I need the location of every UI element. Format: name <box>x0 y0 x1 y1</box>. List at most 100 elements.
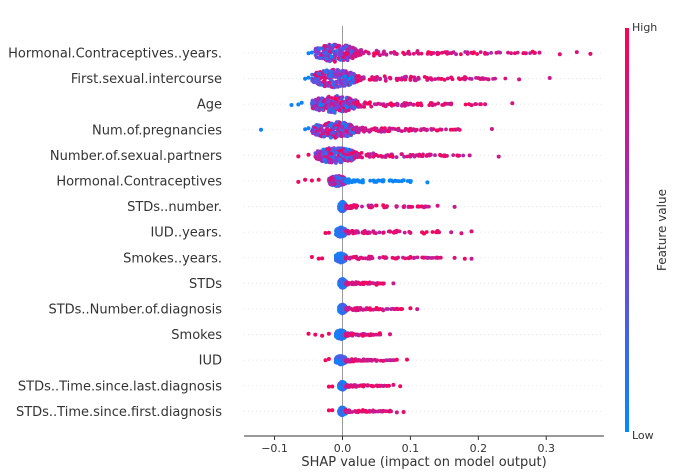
data-point <box>381 308 386 313</box>
data-point <box>378 102 383 106</box>
data-point <box>394 306 399 311</box>
data-point <box>394 52 399 56</box>
data-point <box>335 355 340 360</box>
data-point <box>428 76 433 81</box>
data-point <box>338 382 342 387</box>
feature-label: IUD..years. <box>150 226 222 241</box>
data-point <box>377 255 382 260</box>
data-point <box>345 79 349 84</box>
colorbar-high-label: High <box>632 21 657 34</box>
data-point <box>329 54 334 59</box>
data-point <box>588 51 593 56</box>
data-point <box>322 45 327 49</box>
data-point <box>420 153 425 158</box>
data-point <box>402 154 406 159</box>
data-point <box>312 101 317 105</box>
data-point <box>342 380 346 385</box>
data-point <box>395 103 400 108</box>
data-point <box>349 383 353 387</box>
feature-labels: Hormonal.Contraceptives..years. First.sex… <box>8 47 222 420</box>
data-point <box>372 102 377 106</box>
data-point <box>315 132 320 137</box>
x-tick-label: 0.0 <box>334 442 352 455</box>
data-point <box>339 160 344 164</box>
data-point <box>480 76 485 81</box>
data-point <box>422 231 426 236</box>
data-point <box>378 53 382 58</box>
data-point <box>329 96 334 100</box>
data-point <box>320 71 325 76</box>
data-point <box>452 127 457 132</box>
data-point <box>381 255 386 260</box>
data-point <box>401 255 405 260</box>
data-point <box>506 50 510 55</box>
data-point <box>326 104 330 109</box>
data-point <box>435 52 440 57</box>
data-point <box>306 126 311 131</box>
data-point <box>322 50 327 55</box>
data-point <box>329 69 333 74</box>
data-point <box>469 256 474 261</box>
data-point <box>403 126 408 131</box>
data-point <box>354 152 358 157</box>
data-point <box>328 179 333 183</box>
data-point <box>342 83 347 88</box>
data-point <box>394 357 399 362</box>
data-point <box>408 204 413 209</box>
data-point <box>339 207 344 212</box>
data-point <box>341 182 346 187</box>
data-point <box>323 129 328 134</box>
data-point <box>341 179 345 183</box>
data-point <box>346 55 350 60</box>
data-point <box>356 78 361 83</box>
feature-label: Number.of.sexual.partners <box>50 149 222 164</box>
data-point <box>442 154 447 159</box>
data-point <box>360 384 365 388</box>
data-point <box>296 179 301 184</box>
data-point <box>306 75 311 80</box>
data-point <box>340 203 345 207</box>
data-point <box>381 103 386 108</box>
data-point <box>361 75 366 80</box>
data-point <box>465 50 470 55</box>
data-point <box>337 176 342 181</box>
data-point <box>345 129 349 134</box>
x-axis: −0.1 0.0 0.1 0.2 0.3 SHAP value (impact on m… <box>244 435 604 470</box>
data-point <box>449 75 454 80</box>
data-point <box>329 151 333 156</box>
data-point <box>339 309 344 313</box>
feature-label: IUD <box>199 354 222 369</box>
data-point <box>408 126 413 131</box>
data-point <box>523 51 528 56</box>
data-point <box>336 68 340 72</box>
data-point <box>358 48 363 52</box>
data-point <box>311 104 316 109</box>
data-point <box>467 153 472 158</box>
data-point <box>330 408 335 413</box>
feature-label: Smokes <box>171 328 222 343</box>
data-point <box>486 77 491 82</box>
x-tick-label: 0.2 <box>470 442 488 455</box>
data-point <box>306 331 311 336</box>
data-point <box>517 77 522 82</box>
data-point <box>407 52 412 56</box>
data-point <box>326 131 331 136</box>
data-point <box>317 51 321 56</box>
data-point <box>313 332 318 337</box>
x-tick-label: 0.3 <box>538 442 556 455</box>
data-point <box>385 358 390 363</box>
data-point <box>433 77 437 81</box>
data-point <box>392 230 396 235</box>
data-point <box>337 120 342 125</box>
data-point <box>306 152 311 157</box>
data-point <box>456 127 460 132</box>
data-point <box>461 153 466 158</box>
data-point <box>414 77 419 82</box>
x-tick-label: −0.1 <box>261 442 288 455</box>
data-point <box>354 280 359 285</box>
data-point <box>354 306 359 311</box>
data-point <box>343 51 347 56</box>
data-point <box>388 102 392 107</box>
data-point <box>349 123 353 127</box>
